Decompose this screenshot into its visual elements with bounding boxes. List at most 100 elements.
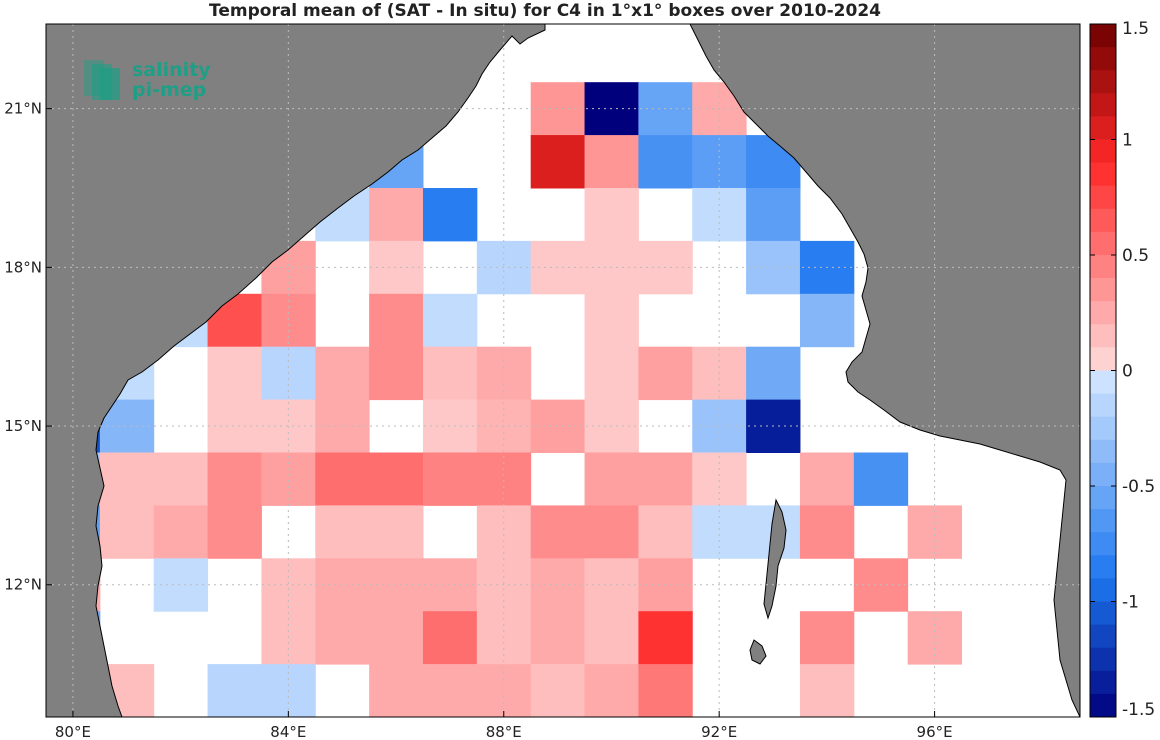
colorbar-segment xyxy=(1090,324,1116,348)
logo-mark-front xyxy=(100,68,120,100)
y-tick-label: 12°N xyxy=(4,576,42,594)
data-cell xyxy=(476,452,532,506)
data-cell xyxy=(799,505,855,559)
colorbar-segment xyxy=(1090,416,1116,441)
data-cell xyxy=(692,187,747,242)
data-cell xyxy=(584,664,639,717)
colorbar: 1.5 1 0.5 0 -0.5 -1 -1.5 xyxy=(1089,19,1155,720)
data-cell xyxy=(799,293,855,348)
data-cell xyxy=(530,505,586,559)
data-cell xyxy=(638,135,693,189)
data-cell xyxy=(638,346,693,401)
data-cell xyxy=(369,452,424,506)
map-frame xyxy=(45,23,1081,718)
data-cell xyxy=(207,346,262,401)
data-cell xyxy=(853,452,909,506)
data-cell xyxy=(799,452,855,506)
logo-text-pimep: pi-mep xyxy=(132,79,206,101)
land-myanmar xyxy=(689,24,1080,717)
data-cell xyxy=(638,505,693,559)
colorbar-tick-label: 0.5 xyxy=(1122,246,1149,266)
colorbar-segment xyxy=(1090,647,1116,672)
data-cell xyxy=(153,505,209,559)
data-cell xyxy=(422,611,478,665)
colorbar-tick-label: -1.5 xyxy=(1122,700,1155,720)
data-cell xyxy=(369,240,424,295)
data-cell xyxy=(422,187,478,242)
data-cell xyxy=(422,664,478,717)
data-cell xyxy=(315,399,370,453)
land-india xyxy=(46,24,546,717)
data-cell xyxy=(99,505,155,559)
data-cell xyxy=(207,452,262,506)
colorbar-segment xyxy=(1090,439,1116,464)
data-cell xyxy=(369,346,424,401)
colorbar-tick-label: 0 xyxy=(1122,362,1133,382)
logo: salinity pi-mep xyxy=(84,59,211,101)
colorbar-segment xyxy=(1090,231,1116,256)
colorbar-segment xyxy=(1090,601,1116,626)
colorbar-tick-label: -1 xyxy=(1122,593,1139,613)
colorbar-segment xyxy=(1090,47,1116,71)
x-tick-label: 80°E xyxy=(55,723,91,740)
data-cell xyxy=(261,452,316,506)
colorbar-segment xyxy=(1090,24,1116,48)
colorbar-segment xyxy=(1090,532,1116,556)
land-andaman-north xyxy=(763,498,787,620)
colorbar-segment xyxy=(1090,393,1116,418)
data-cell xyxy=(692,505,747,559)
data-cell xyxy=(369,558,424,612)
colorbar-segment xyxy=(1090,278,1116,302)
graticule xyxy=(46,24,1080,717)
x-axis: 80°E 84°E 88°E 92°E 96°E xyxy=(55,711,953,740)
colorbar-tick-label: 1 xyxy=(1122,131,1133,151)
data-cell xyxy=(207,664,262,717)
data-cell xyxy=(315,452,370,506)
data-cell xyxy=(530,611,586,665)
data-cell xyxy=(261,293,316,348)
data-cell xyxy=(422,293,478,348)
colorbar-segment xyxy=(1090,555,1116,579)
data-cell xyxy=(422,399,478,453)
colorbar-segment xyxy=(1090,509,1116,533)
data-cell xyxy=(315,346,370,401)
colorbar-segment xyxy=(1090,462,1116,487)
data-cell xyxy=(530,664,586,717)
data-cell xyxy=(315,558,370,612)
data-cell xyxy=(692,452,747,506)
data-cells xyxy=(46,82,963,717)
colorbar-segment xyxy=(1090,693,1116,718)
colorbar-segment xyxy=(1090,255,1116,279)
data-cell xyxy=(207,505,262,559)
data-cell xyxy=(638,611,693,665)
colorbar-segment xyxy=(1090,93,1116,117)
data-cell xyxy=(261,558,316,612)
data-cell xyxy=(153,452,209,506)
data-cell xyxy=(584,135,639,189)
data-cell xyxy=(638,664,693,717)
colorbar-segment xyxy=(1090,70,1116,94)
data-cell xyxy=(584,293,639,348)
colorbar-segment xyxy=(1090,185,1116,210)
land-layer xyxy=(46,24,1080,717)
data-cell xyxy=(369,505,424,559)
data-cell xyxy=(584,452,639,506)
data-cell xyxy=(369,664,424,717)
y-tick-label: 18°N xyxy=(4,258,42,276)
colorbar-segment xyxy=(1090,139,1116,164)
x-tick-label: 84°E xyxy=(270,723,306,740)
data-cell xyxy=(746,346,801,401)
data-cell xyxy=(99,452,155,506)
colorbar-segment xyxy=(1090,347,1116,371)
data-cell xyxy=(153,558,209,612)
y-axis: 21°N 18°N 15°N 12°N xyxy=(4,100,52,594)
data-cell xyxy=(369,293,424,348)
colorbar-tick-label: 1.5 xyxy=(1122,19,1149,39)
data-cell xyxy=(638,452,693,506)
colorbar-segment xyxy=(1090,162,1116,187)
data-cell xyxy=(369,187,424,242)
y-tick-label: 15°N xyxy=(4,417,42,435)
data-cell xyxy=(692,135,747,189)
colorbar-segment xyxy=(1090,116,1116,140)
x-tick-label: 88°E xyxy=(486,723,522,740)
